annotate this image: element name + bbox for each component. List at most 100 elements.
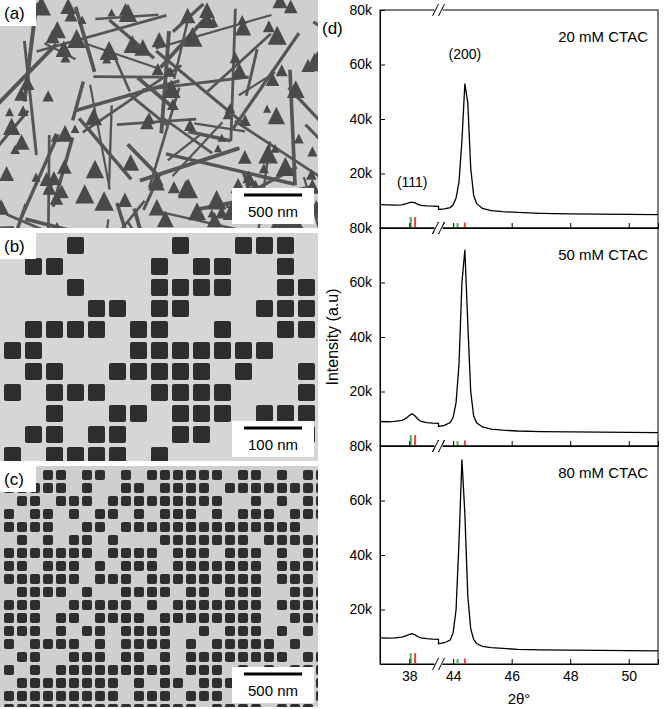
decoration xyxy=(160,470,170,480)
decoration xyxy=(30,704,40,707)
axis-break-mark xyxy=(439,222,445,234)
x-tick-label: 44 xyxy=(446,668,462,684)
image-content xyxy=(4,237,315,461)
decoration xyxy=(256,342,273,359)
x-tick-mark xyxy=(453,659,454,664)
decoration xyxy=(134,613,144,623)
y-tick-label: 80k xyxy=(349,2,373,18)
decoration xyxy=(0,199,9,215)
decoration xyxy=(94,191,114,211)
decoration xyxy=(290,561,300,571)
decoration xyxy=(4,691,14,701)
decoration xyxy=(193,426,210,443)
decoration xyxy=(199,483,209,493)
decoration xyxy=(172,405,189,422)
axis-break xyxy=(433,658,445,670)
decoration xyxy=(316,665,318,675)
decoration xyxy=(277,405,294,422)
decoration xyxy=(134,665,144,675)
x-tick: 44 xyxy=(446,659,462,684)
decoration xyxy=(4,639,14,649)
scale-bar-label: 500 nm xyxy=(248,203,298,220)
decoration xyxy=(277,704,287,707)
decoration xyxy=(82,470,92,480)
decoration xyxy=(290,509,300,519)
decoration xyxy=(121,548,131,558)
decoration xyxy=(67,321,84,338)
decoration xyxy=(107,8,115,16)
decoration xyxy=(303,509,313,519)
plot-area xyxy=(380,460,658,664)
panel-title: 80 mM CTAC xyxy=(558,464,648,481)
decoration xyxy=(212,522,222,532)
decoration xyxy=(109,20,154,58)
decoration xyxy=(121,600,131,610)
decoration xyxy=(147,561,157,571)
peak-label: (200) xyxy=(449,46,482,62)
decoration xyxy=(225,626,235,636)
decoration xyxy=(121,483,131,493)
decoration xyxy=(17,548,27,558)
decoration xyxy=(4,522,14,532)
x-tick xyxy=(453,223,454,228)
decoration xyxy=(225,535,235,545)
panel-label: (b) xyxy=(0,233,36,259)
decoration xyxy=(212,496,222,506)
decoration xyxy=(95,639,105,649)
decoration xyxy=(238,652,248,662)
x-tick xyxy=(512,441,513,446)
decoration xyxy=(290,613,300,623)
decoration xyxy=(46,321,63,338)
x-tick: 38 xyxy=(402,659,418,684)
decoration xyxy=(173,561,183,571)
decoration xyxy=(173,483,183,493)
decoration xyxy=(156,15,272,48)
decoration xyxy=(143,112,155,124)
decoration xyxy=(17,678,27,688)
decoration xyxy=(69,665,79,675)
decoration xyxy=(193,279,210,296)
scale-bar-background xyxy=(232,421,314,457)
decoration xyxy=(212,704,222,707)
decoration xyxy=(199,587,209,597)
y-tick: 20k xyxy=(349,165,385,181)
decoration xyxy=(199,496,209,506)
decoration xyxy=(4,613,14,623)
decoration xyxy=(225,103,235,113)
image-content xyxy=(0,0,318,228)
decoration xyxy=(238,483,248,493)
xrd-panel: 20k40k60k80k50 mM CTAC xyxy=(349,220,658,452)
plot-area xyxy=(380,250,658,446)
decoration xyxy=(277,300,294,317)
decoration xyxy=(108,496,118,506)
decoration xyxy=(56,470,66,480)
decoration xyxy=(251,509,261,519)
axis-break-mark xyxy=(439,440,445,452)
decoration xyxy=(147,639,157,649)
x-tick-mark xyxy=(512,223,513,228)
decoration xyxy=(199,522,209,532)
decoration xyxy=(160,691,170,701)
decoration xyxy=(251,522,261,532)
decoration xyxy=(212,613,222,623)
decoration xyxy=(172,300,189,317)
decoration xyxy=(134,652,144,662)
decoration xyxy=(56,41,72,57)
x-tick-mark xyxy=(512,441,513,446)
y-tick: 60k xyxy=(349,56,385,72)
decoration xyxy=(4,509,14,519)
decoration xyxy=(316,470,318,480)
decoration xyxy=(251,574,261,584)
y-tick-mark xyxy=(380,446,385,447)
decoration xyxy=(43,704,53,707)
decoration xyxy=(67,237,84,254)
decoration xyxy=(151,300,168,317)
decoration xyxy=(0,166,14,181)
decoration xyxy=(151,279,168,296)
decoration xyxy=(160,639,170,649)
decoration xyxy=(130,405,147,422)
y-tick-mark xyxy=(380,10,385,11)
decoration xyxy=(46,384,63,401)
decoration xyxy=(69,535,79,545)
decoration xyxy=(57,159,72,174)
